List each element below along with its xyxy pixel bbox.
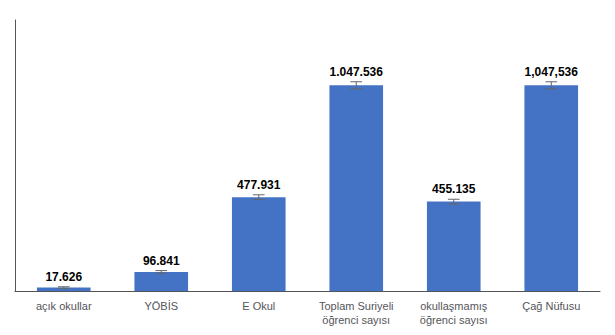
svg-text:477.931: 477.931 [237,178,281,192]
svg-text:1,047,536: 1,047,536 [525,65,579,79]
svg-text:öğrenci sayısı: öğrenci sayısı [322,314,390,326]
svg-text:Çağ Nüfusu: Çağ Nüfusu [522,300,580,312]
svg-text:E Okul: E Okul [242,300,275,312]
svg-text:1.047.536: 1.047.536 [330,65,384,79]
svg-text:Toplam Suriyeli: Toplam Suriyeli [319,300,394,312]
svg-text:açık okullar: açık okullar [36,300,92,312]
svg-text:YÖBİS: YÖBİS [144,300,178,312]
svg-text:96.841: 96.841 [143,254,180,268]
svg-text:okullaşmamış: okullaşmamış [420,300,488,312]
svg-text:455.135: 455.135 [432,182,476,196]
svg-text:öğrenci sayısı: öğrenci sayısı [420,314,488,326]
svg-text:17.626: 17.626 [45,270,82,284]
